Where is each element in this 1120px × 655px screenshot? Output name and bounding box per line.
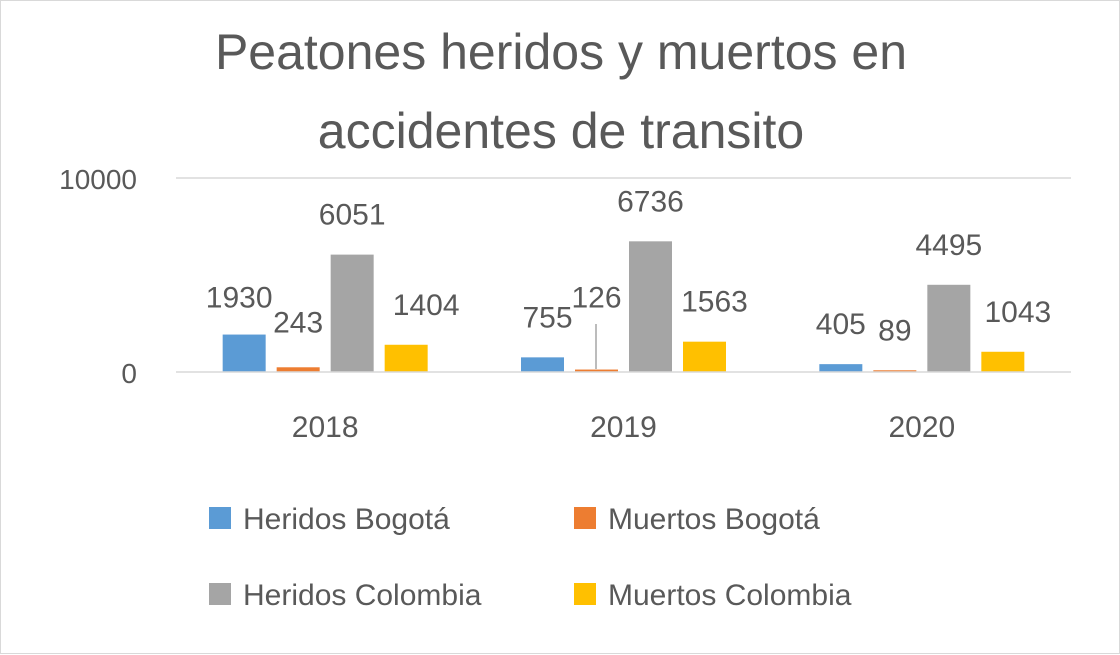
legend-swatch-series-2 — [209, 583, 231, 605]
data-label-2018-series-2: 6051 — [319, 199, 386, 232]
legend-swatch-series-1 — [574, 507, 596, 529]
x-category-label-2020: 2020 — [888, 411, 955, 444]
y-tick-label-max: 10000 — [59, 164, 137, 195]
bar-2020-series-3 — [981, 352, 1024, 372]
legend-label-series-1: Muertos Bogotá — [608, 503, 820, 536]
legend-swatch-series-3 — [574, 583, 596, 605]
data-label-2018-series-0: 1930 — [206, 282, 273, 315]
legend-swatch-series-0 — [209, 507, 231, 529]
legend-label-series-2: Heridos Colombia — [243, 579, 482, 612]
bar-2018-series-2 — [331, 255, 374, 372]
data-label-2020-series-3: 1043 — [984, 296, 1051, 329]
data-label-2018-series-3: 1404 — [393, 289, 460, 322]
category-labels-group: 2018 2019 2020 — [292, 411, 955, 444]
x-category-label-2018: 2018 — [292, 411, 359, 444]
data-label-2020-series-1: 89 — [878, 314, 911, 347]
chart-title-line-1: Peatones heridos y muertos en — [215, 24, 907, 80]
legend-label-series-0: Heridos Bogotá — [243, 503, 450, 536]
legend: Heridos Bogotá Muertos Bogotá Heridos Colo… — [209, 503, 852, 612]
y-tick-label-zero: 0 — [121, 358, 137, 389]
data-label-2020-series-2: 4495 — [915, 229, 982, 262]
x-category-label-2019: 2019 — [590, 411, 657, 444]
data-label-2019-series-2: 6736 — [617, 185, 684, 218]
data-label-2018-series-1: 243 — [273, 306, 323, 339]
chart-title-line-2: accidentes de transito — [318, 103, 804, 159]
data-label-2020-series-0: 405 — [816, 308, 866, 341]
bar-2019-series-2 — [629, 241, 672, 372]
bar-2018-series-0 — [223, 335, 266, 372]
legend-label-series-3: Muertos Colombia — [608, 579, 852, 612]
bar-2020-series-0 — [819, 364, 862, 372]
bar-2019-series-3 — [683, 342, 726, 372]
bar-2018-series-3 — [385, 345, 428, 372]
bar-2019-series-0 — [521, 357, 564, 372]
data-label-2019-series-1: 126 — [571, 282, 621, 315]
data-label-2019-series-0: 755 — [522, 301, 572, 334]
data-label-2019-series-3: 1563 — [681, 286, 748, 319]
bar-2020-series-2 — [927, 285, 970, 372]
